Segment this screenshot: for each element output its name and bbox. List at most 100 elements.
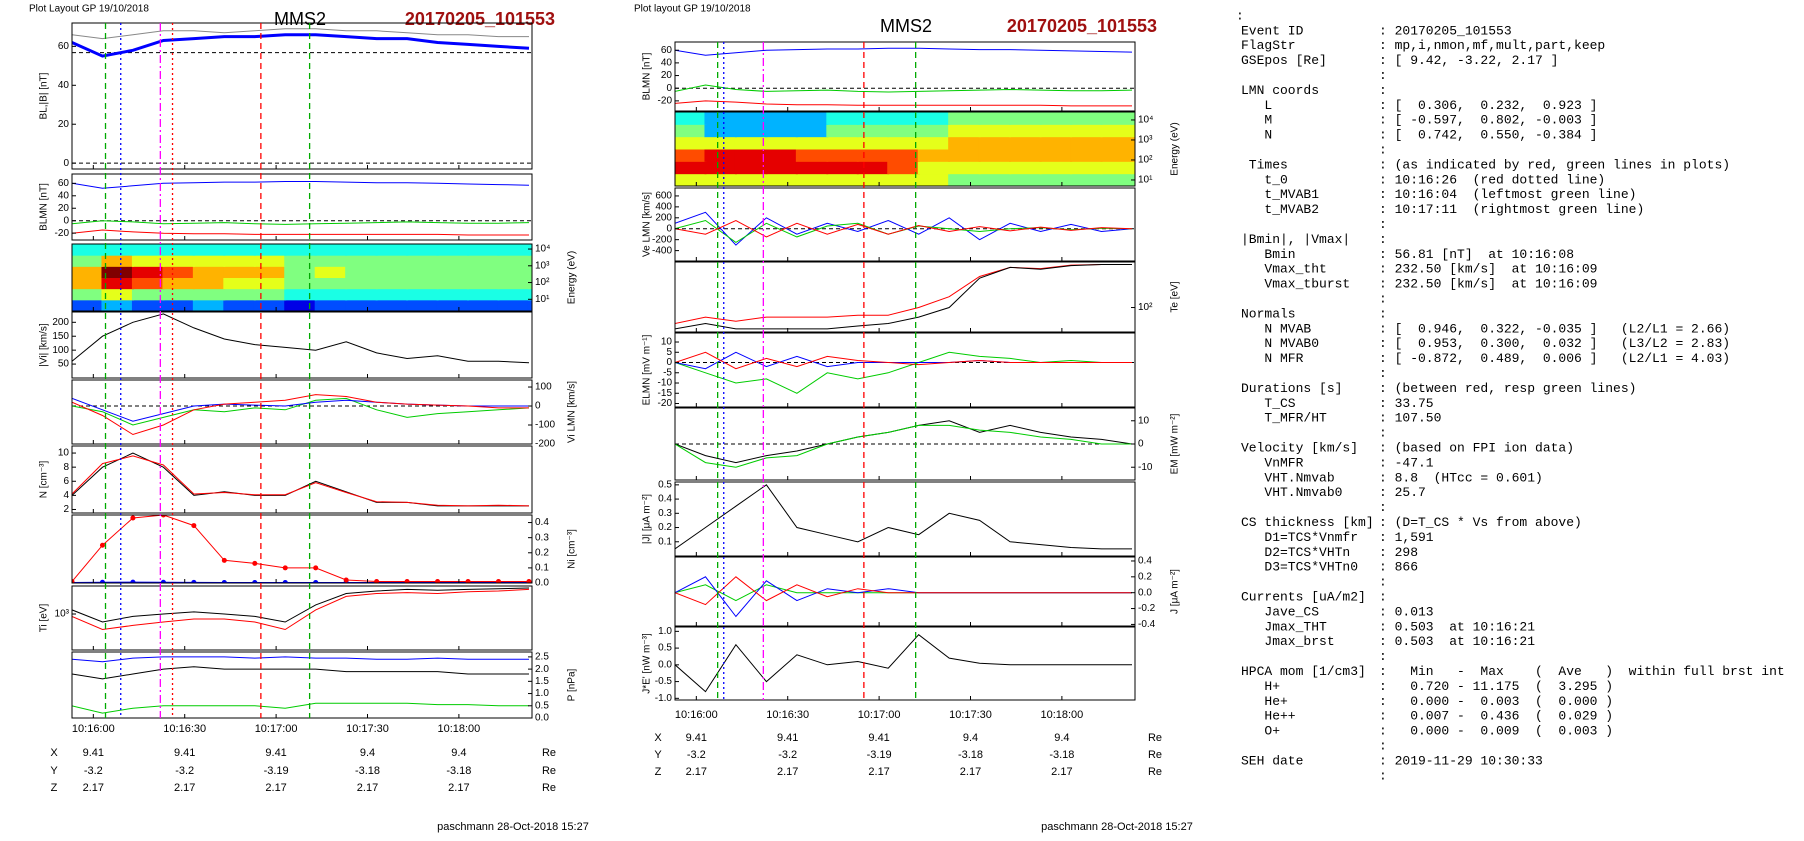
y-tick-label: -5 [663, 367, 672, 378]
y-tick-label: 150 [52, 331, 69, 342]
summary-value: : (between red, resp green lines) [1379, 381, 1636, 396]
series-line [675, 484, 1132, 550]
heat-cell [72, 277, 104, 290]
heat-cell [887, 136, 920, 150]
y-tick-label: 40 [661, 58, 673, 69]
heat-cell [1130, 112, 1135, 125]
y-tick-label: 2.0 [535, 664, 549, 675]
x-tick-label: 10:17:00 [858, 709, 901, 721]
heat-cell [101, 299, 134, 311]
y-tick-label: 600 [655, 191, 672, 202]
heat-cell [948, 124, 981, 138]
summary-label: : [1236, 8, 1244, 23]
heat-cell [253, 277, 287, 290]
summary-label: H+ [1241, 679, 1280, 694]
series-line [72, 28, 529, 40]
heat-cell [345, 277, 378, 290]
position-value: 2.17 [868, 766, 889, 778]
heat-cell [978, 173, 1012, 186]
heat-cell [284, 266, 317, 278]
y-tick-label: -10 [658, 378, 673, 389]
panel-frame [674, 41, 1136, 112]
position-value: 9.41 [777, 732, 798, 744]
summary-label: Vmax_tburst [1241, 277, 1350, 292]
heat-cell [314, 277, 348, 290]
heat-cell [497, 288, 530, 301]
position-value: 9.4 [360, 747, 375, 759]
y-tick-label: 50 [58, 359, 70, 370]
summary-label: Currents [uA/m2] [1241, 590, 1366, 605]
summary-value: : [1379, 306, 1387, 321]
heat-cell [162, 255, 195, 267]
y-tick-label: 200 [655, 212, 672, 223]
heat-cell [704, 149, 737, 162]
heat-cell [72, 244, 104, 256]
summary-value: : 25.7 [1379, 485, 1426, 500]
heat-cell [467, 244, 500, 256]
heat-cell [1009, 161, 1042, 175]
summary-label: T_MFR/HT [1241, 411, 1327, 426]
series-line [675, 351, 1132, 370]
heat-cell [978, 161, 1012, 175]
position-value: 9.41 [868, 732, 889, 744]
summary-value: : 10:17:11 (rightmost green line) [1379, 202, 1644, 217]
data-point [343, 577, 349, 583]
heat-cell [1130, 136, 1135, 150]
summary-value: : [1379, 739, 1387, 754]
y-tick-label: 60 [661, 45, 673, 56]
panel-frame [71, 514, 533, 584]
heat-cell [887, 149, 920, 162]
series-line [675, 84, 1133, 93]
y-axis-label: P [nPa] [567, 668, 578, 701]
heat-cell [284, 288, 317, 301]
data-point [221, 580, 227, 583]
heat-cell [345, 288, 378, 301]
summary-value: : 33.75 [1379, 396, 1434, 411]
y-tick-label: 200 [52, 317, 69, 328]
heat-cell [101, 255, 134, 267]
panel-frame [674, 481, 1136, 557]
heat-cell [162, 244, 195, 256]
footer: paschmann 28-Oct-2018 15:27 [1041, 821, 1193, 833]
heat-cell [467, 299, 500, 311]
data-point [191, 579, 197, 583]
heat-cell [917, 112, 951, 125]
y-tick-label: -1.0 [655, 693, 673, 704]
series-line [72, 588, 530, 631]
heat-cell [704, 173, 737, 186]
heat-cell [192, 299, 226, 311]
summary-value: : [ 0.953, 0.300, 0.032 ] (L3/L2 = 2.83) [1379, 336, 1730, 351]
y-tick-label: 10⁴ [1138, 115, 1153, 126]
heat-cell [887, 173, 920, 186]
summary-label: N MFR [1241, 351, 1304, 366]
heat-cell [1009, 112, 1042, 125]
panel-frame [71, 173, 533, 241]
heat-cell [223, 244, 256, 256]
heat-cell [734, 149, 768, 162]
x-tick-label: 10:16:00 [72, 723, 115, 735]
heat-cell [795, 161, 829, 175]
data-point [282, 580, 288, 583]
summary-value: : 20170205_101553 [1379, 23, 1512, 38]
position-value: 9.41 [83, 747, 104, 759]
heat-cell [1100, 161, 1133, 175]
summary-value: : 1,591 [1379, 530, 1434, 545]
position-value: 9.4 [963, 732, 978, 744]
position-value: 2.17 [960, 766, 981, 778]
y-tick-label: -0.2 [1138, 603, 1156, 614]
heat-cell [826, 161, 859, 175]
y-tick-label: 0.0 [658, 659, 672, 670]
summary-value: : 107.50 [1379, 411, 1441, 426]
heat-cell [948, 161, 981, 175]
heat-cell [826, 173, 859, 186]
y-tick-label: 2 [63, 504, 69, 515]
panel-frame [71, 585, 533, 651]
y-tick-label: 10¹ [1138, 175, 1153, 186]
heat-cell [436, 255, 470, 267]
heat-cell [1009, 124, 1042, 138]
heat-cell [917, 149, 951, 162]
data-point [99, 542, 105, 548]
position-value: -3.19 [264, 765, 289, 777]
heat-cell [1009, 173, 1042, 186]
summary-label: N MVAB [1241, 321, 1311, 336]
